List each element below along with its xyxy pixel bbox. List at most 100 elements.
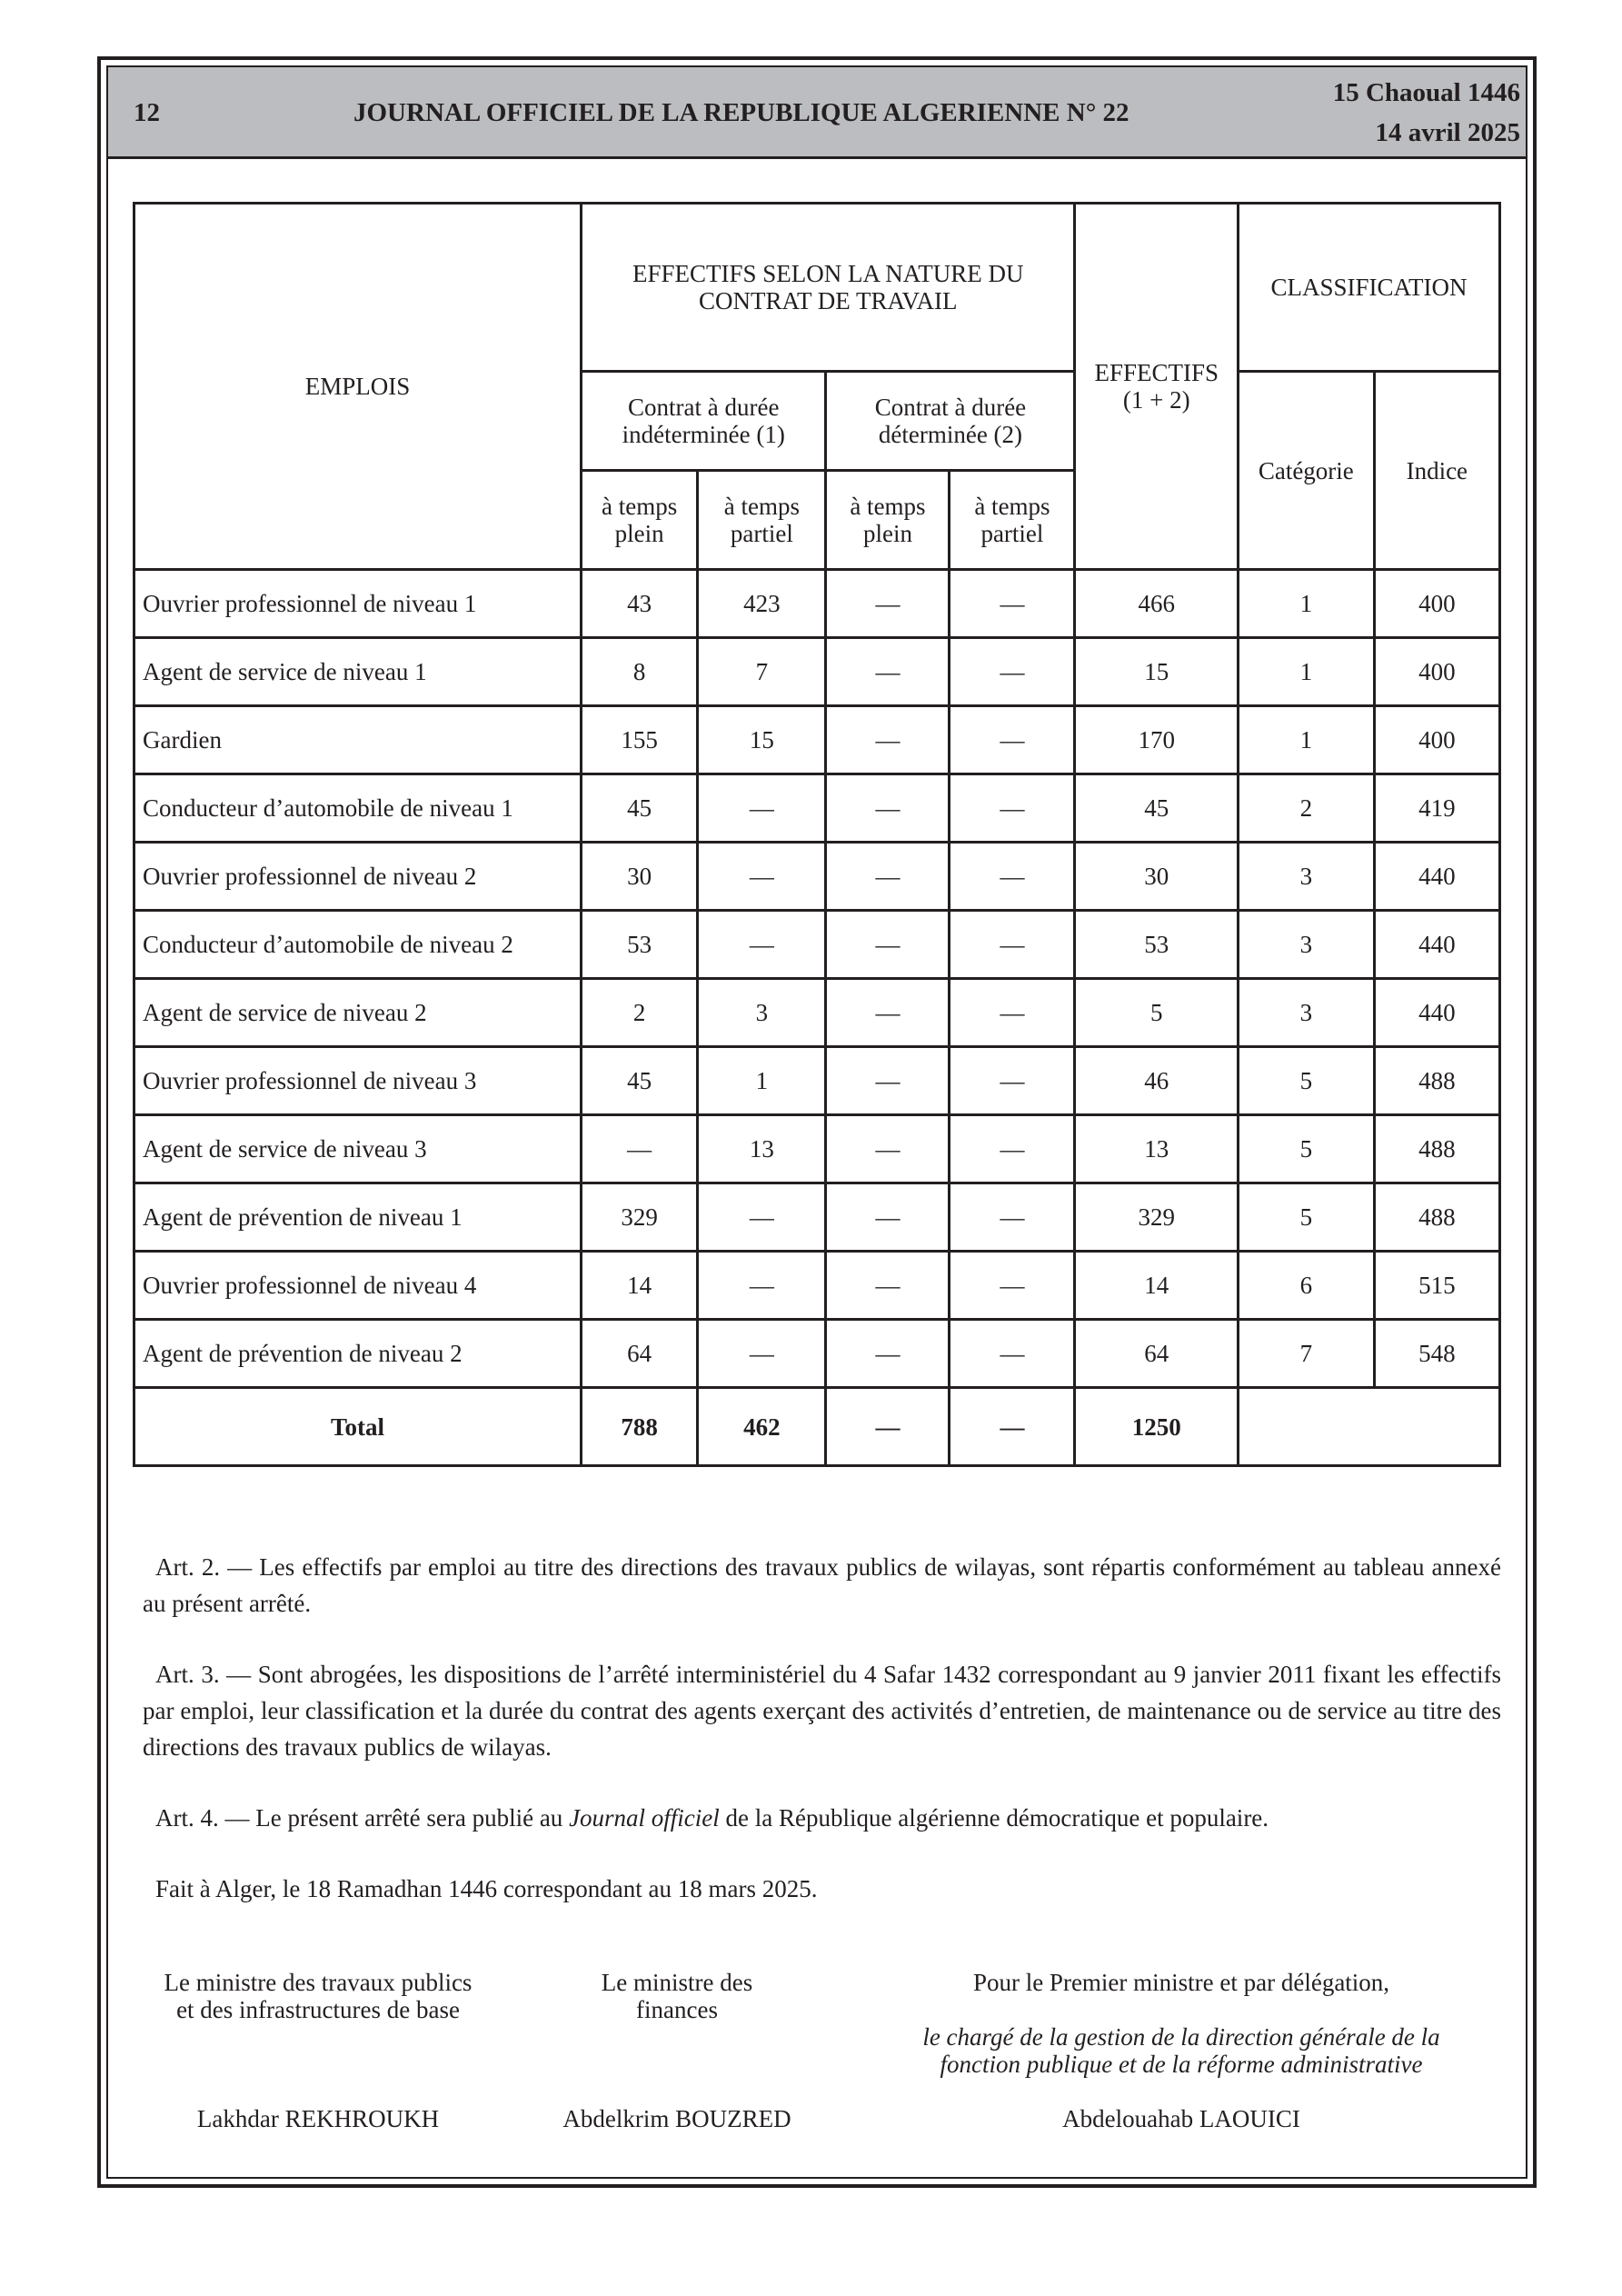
cell-value: 1250 [1073, 1386, 1239, 1467]
effectifs-table: EMPLOIS EFFECTIFS SELON LA NATURE DU CON… [132, 202, 1502, 1467]
cell-value: — [948, 841, 1077, 912]
issue-date: 15 Chaoual 1446 14 avril 2025 [1333, 73, 1520, 153]
cell-value: 488 [1372, 1113, 1502, 1184]
cell-value: 2 [1237, 773, 1376, 844]
cell-value: 488 [1372, 1182, 1502, 1253]
cell-value: 400 [1372, 636, 1502, 707]
cell-emploi: Gardien [132, 704, 583, 775]
cell-value: — [824, 1250, 951, 1321]
journal-header: 12 JOURNAL OFFICIEL DE LA REPUBLIQUE ALG… [108, 67, 1526, 159]
article-3: Art. 3. — Sont abrogées, les disposition… [143, 1661, 1501, 1761]
table-row: Ouvrier professionnel de niveau 3 45 1— —46… [132, 1045, 1502, 1116]
cell-value: — [948, 1318, 1077, 1389]
cell-value: 419 [1372, 773, 1502, 844]
header-cdd-partiel: à temps partiel [948, 469, 1077, 571]
cell-value: — [948, 1182, 1077, 1253]
cell-value: 15 [696, 704, 828, 775]
signature-title: Le ministre des finances [601, 1969, 753, 2023]
cell-value: 7 [1237, 1318, 1376, 1389]
cell-value: — [948, 1386, 1077, 1467]
journal-officiel-italic: Journal officiel [569, 1804, 720, 1832]
table-row: Ouvrier professionnel de niveau 4 14— — —14… [132, 1250, 1502, 1321]
cell-value: — [948, 1250, 1077, 1321]
cell-value: — [824, 841, 951, 912]
signature-title: Le ministre des travaux publics et des i… [164, 1969, 473, 2023]
header-cdi-plein: à temps plein [580, 469, 700, 571]
cell-value: 1 [1237, 704, 1376, 775]
cell-value: — [696, 841, 828, 912]
cell-value: — [696, 1318, 828, 1389]
table-total-row: Total 788 462— —1250 [132, 1386, 1501, 1467]
cell-value: 46 [1073, 1045, 1239, 1116]
cell-emploi: Agent de service de niveau 3 [132, 1113, 583, 1184]
fait-a-alger: Fait à Alger, le 18 Ramadhan 1446 corres… [155, 1875, 818, 1902]
cell-value: 3 [1237, 841, 1376, 912]
header-classification: CLASSIFICATION [1237, 202, 1501, 373]
table-row: Agent de service de niveau 1 8 7— —15 1 400 [132, 636, 1502, 707]
cell-value: 5 [1237, 1045, 1376, 1116]
table-row: Agent de prévention de niveau 2 64— — —64 7 5… [132, 1318, 1502, 1389]
cell-emploi: Conducteur d’automobile de niveau 1 [132, 773, 583, 844]
cell-value: 64 [1073, 1318, 1239, 1389]
date-hijri: 15 Chaoual 1446 [1332, 78, 1520, 107]
page-number: 12 [134, 98, 160, 127]
cell-value: 466 [1073, 568, 1239, 639]
cell-value: — [948, 636, 1077, 707]
signature-subtitle: le chargé de la gestion de la direction … [922, 2023, 1440, 2078]
cell-value: — [824, 773, 951, 844]
cell-emploi: Agent de prévention de niveau 2 [132, 1318, 583, 1389]
cell-value: 7 [696, 636, 828, 707]
cell-value: — [948, 909, 1077, 980]
cell-value: 400 [1372, 568, 1502, 639]
cell-value: — [824, 636, 951, 707]
cell-value: — [948, 1045, 1077, 1116]
table-row: Ouvrier professionnel de niveau 2 30— — —30… [132, 841, 1502, 912]
signature-title: Pour le Premier ministre et par délégati… [972, 1969, 1390, 1996]
cell-value: 440 [1372, 977, 1502, 1048]
signature-premier-ministre: Pour le Premier ministre et par délégati… [854, 1969, 1508, 2132]
cell-value: 548 [1372, 1318, 1502, 1389]
cell-value: 14 [1073, 1250, 1239, 1321]
header-emplois: EMPLOIS [132, 202, 583, 571]
cell-value: 3 [696, 977, 828, 1048]
cell-value: 170 [1073, 704, 1239, 775]
signature-minister-finances: Le ministre des finances Abdelkrim BOUZR… [562, 1969, 791, 2132]
cell-value: 2 [580, 977, 700, 1048]
cell-value: 3 [1237, 977, 1376, 1048]
cell-value: 6 [1237, 1250, 1376, 1321]
cell-emploi: Ouvrier professionnel de niveau 3 [132, 1045, 583, 1116]
cell-value: — [824, 909, 951, 980]
table-row: Conducteur d’automobile de niveau 2 53— — —… [132, 909, 1502, 980]
cell-emploi: Ouvrier professionnel de niveau 4 [132, 1250, 583, 1321]
cell-value: — [824, 1318, 951, 1389]
cell-value: 45 [1073, 773, 1239, 844]
date-gregorian: 14 avril 2025 [1375, 118, 1521, 147]
cell-value: — [948, 977, 1077, 1048]
cell-value: 53 [1073, 909, 1239, 980]
header-effectifs: EFFECTIFS (1 + 2) [1073, 202, 1239, 571]
cell-emploi: Conducteur d’automobile de niveau 2 [132, 909, 583, 980]
cell-value: — [696, 773, 828, 844]
cell-emploi: Agent de prévention de niveau 1 [132, 1182, 583, 1253]
cell-value: — [824, 977, 951, 1048]
cell-value: 8 [580, 636, 700, 707]
table-row: Agent de service de niveau 2 2 3— —5 3 440 [132, 977, 1502, 1048]
article-4-text: Art. 4. — Le présent arrêté sera publié … [155, 1804, 570, 1832]
cell-value: — [696, 1250, 828, 1321]
cell-value: — [824, 704, 951, 775]
cell-emploi: Ouvrier professionnel de niveau 1 [132, 568, 583, 639]
cell-value: 462 [696, 1386, 828, 1467]
cell-value: 14 [580, 1250, 700, 1321]
cell-emploi: Agent de service de niveau 2 [132, 977, 583, 1048]
cell-emploi: Total [132, 1386, 583, 1467]
header-cdd-plein: à temps plein [824, 469, 951, 571]
header-nature-contrat: EFFECTIFS SELON LA NATURE DU CONTRAT DE … [580, 202, 1077, 373]
cell-value: 515 [1372, 1250, 1502, 1321]
cell-value: 423 [696, 568, 828, 639]
cell-value: 488 [1372, 1045, 1502, 1116]
cell-value: — [824, 1045, 951, 1116]
signature-minister-travaux: Le ministre des travaux publics et des i… [154, 1969, 482, 2132]
header-categorie: Catégorie [1237, 370, 1376, 571]
cell-value: 5 [1237, 1113, 1376, 1184]
header-indice: Indice [1372, 370, 1502, 571]
